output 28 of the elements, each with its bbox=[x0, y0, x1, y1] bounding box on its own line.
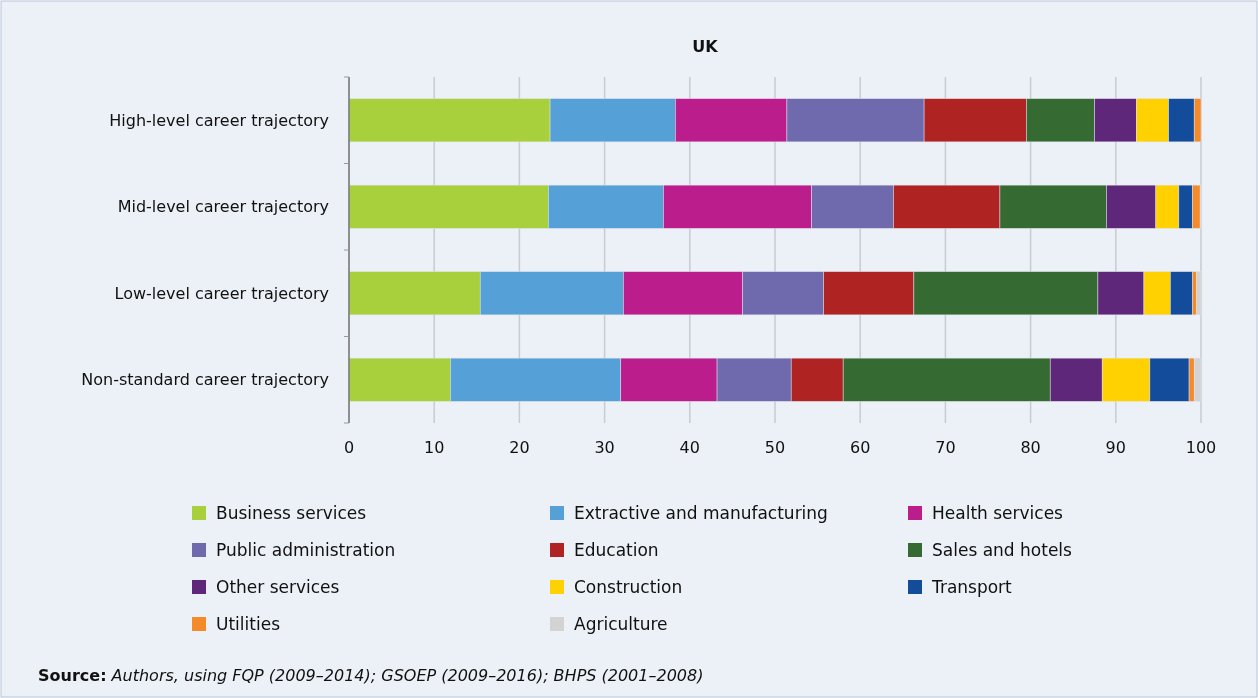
legend-label: Health services bbox=[932, 502, 1064, 523]
legend-label: Transport bbox=[931, 576, 1013, 597]
legend-label: Business services bbox=[216, 502, 367, 523]
x-tick-label: 60 bbox=[850, 438, 871, 457]
legend-label: Extractive and manufacturing bbox=[574, 502, 828, 523]
legend-label: Education bbox=[574, 539, 659, 560]
x-tick-label: 30 bbox=[594, 438, 615, 457]
legend-label: Construction bbox=[574, 576, 683, 597]
legend-label: Public administration bbox=[216, 539, 396, 560]
legend-label: Agriculture bbox=[574, 613, 668, 634]
y-tick-label: Low-level career trajectory bbox=[114, 283, 329, 303]
x-tick-label: 80 bbox=[1020, 438, 1041, 457]
y-tick-label: High-level career trajectory bbox=[109, 110, 329, 130]
x-tick-label: 40 bbox=[679, 438, 700, 457]
source-note: Source: Authors, using FQP (2009–2014); GSOEP (2009–2016); BHPS (2001–2008) bbox=[38, 666, 704, 685]
x-tick-label: 20 bbox=[509, 438, 530, 457]
y-tick-label: Non-standard career trajectory bbox=[81, 370, 329, 390]
legend-label: Other services bbox=[216, 576, 340, 597]
x-tick-label: 50 bbox=[764, 438, 786, 457]
x-tick-label: 70 bbox=[935, 438, 956, 457]
legend-label: Sales and hotels bbox=[932, 539, 1073, 560]
legend-label: Utilities bbox=[216, 613, 281, 634]
x-tick-label: 100 bbox=[1185, 438, 1217, 457]
chart-title: UK bbox=[692, 37, 719, 56]
x-tick-label: 10 bbox=[424, 438, 445, 457]
y-tick-label: Mid-level career trajectory bbox=[117, 197, 329, 217]
x-tick-label: 0 bbox=[343, 438, 355, 457]
x-tick-label: 90 bbox=[1105, 438, 1126, 457]
